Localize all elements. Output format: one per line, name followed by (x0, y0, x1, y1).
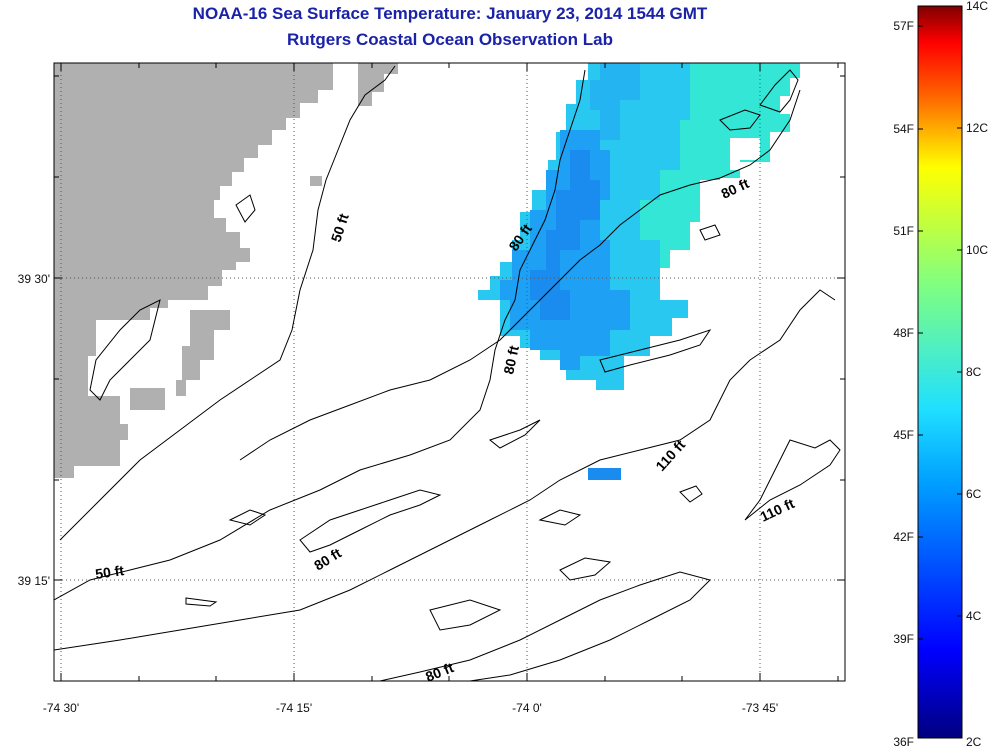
colorbar-label-f: 36F (893, 735, 914, 749)
lat-tick-label: 39 15' (18, 574, 50, 588)
colorbar-label-f: 48F (893, 326, 914, 340)
colorbar-label-f: 57F (893, 19, 914, 33)
axis-ticks (54, 63, 845, 681)
colorbar-label-f: 51F (893, 224, 914, 238)
lat-axis-labels: 39 30' 39 15' (18, 272, 50, 588)
contour-label-80ft: 80 ft (500, 344, 522, 376)
colorbar-label-c: 6C (966, 487, 982, 501)
colorbar-label-c: 10C (966, 243, 988, 257)
colorbar-label-c: 14C (966, 0, 988, 13)
colorbar-label-f: 39F (893, 632, 914, 646)
colorbar-ramp (917, 5, 963, 739)
lon-tick-label: -74 0' (512, 701, 542, 715)
lat-tick-label: 39 30' (18, 272, 50, 286)
map-subtitle: Rutgers Coastal Ocean Observation Lab (287, 30, 613, 49)
land-patch (176, 310, 230, 396)
lon-tick-label: -74 30' (43, 701, 79, 715)
land-mass (54, 63, 333, 478)
temperature-colorbar: 57F 54F 51F 48F 45F 42F 39F 36F 14C 12C … (893, 0, 988, 749)
colorbar-label-f: 45F (893, 428, 914, 442)
colorbar-label-c: 8C (966, 365, 982, 379)
lon-tick-label: -73 45' (742, 701, 778, 715)
colorbar-label-c: 12C (966, 121, 988, 135)
colorbar-label-c: 4C (966, 609, 982, 623)
lat-lon-grid (54, 63, 845, 681)
land-patch (358, 63, 398, 106)
contour-label-50ft: 50 ft (94, 562, 125, 582)
colorbar-label-c: 2C (966, 735, 982, 749)
sst-pixels (478, 63, 810, 480)
colorbar-label-f: 42F (893, 530, 914, 544)
land-patch (310, 176, 322, 186)
bathymetry-contours (54, 65, 841, 681)
map-title: NOAA-16 Sea Surface Temperature: January… (192, 4, 708, 23)
lon-axis-labels: -74 30' -74 15' -74 0' -73 45' (43, 701, 778, 715)
colorbar-label-f: 54F (893, 122, 914, 136)
land-patch (130, 388, 165, 410)
lon-tick-label: -74 15' (276, 701, 312, 715)
